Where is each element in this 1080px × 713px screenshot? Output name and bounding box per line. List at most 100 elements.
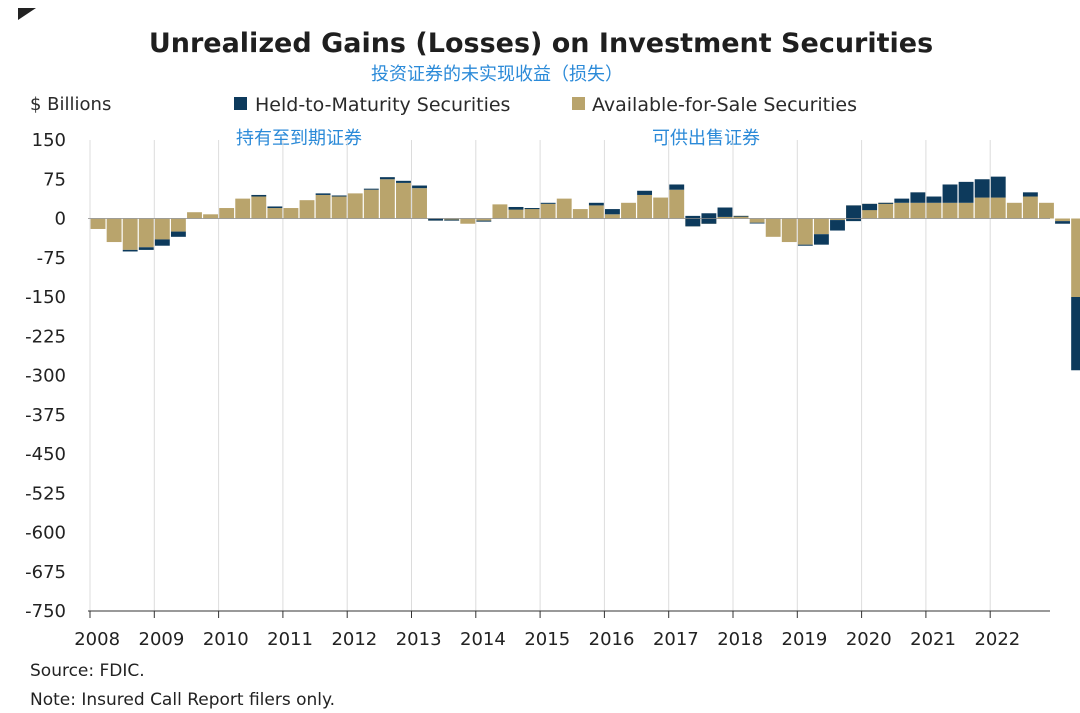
bars — [90, 176, 1080, 371]
bar-afs — [621, 202, 636, 219]
bar-htm — [717, 207, 733, 217]
bar-htm — [154, 239, 170, 246]
bar-htm — [267, 206, 283, 209]
x-tick-label: 2014 — [460, 629, 506, 650]
footnote: Note: Insured Call Report filers only. — [30, 690, 335, 710]
x-tick-label: 2008 — [74, 629, 120, 650]
bar-htm — [974, 179, 990, 198]
bar-afs — [653, 197, 669, 219]
bar-afs — [170, 218, 186, 232]
y-tick-label: -225 — [25, 326, 66, 347]
bar-htm — [846, 205, 861, 222]
y-tick-label: -750 — [25, 601, 66, 622]
bar-afs — [733, 215, 749, 219]
bar-htm — [396, 180, 411, 183]
bar-afs — [990, 197, 1006, 219]
bar-afs — [1071, 218, 1080, 297]
bar-afs — [1039, 202, 1054, 219]
bar-htm — [379, 177, 395, 180]
x-tick-label: 2019 — [782, 629, 828, 650]
bar-htm — [813, 234, 829, 245]
bar-htm — [428, 218, 444, 221]
x-tick-label: 2021 — [910, 629, 956, 650]
bar-htm — [1055, 221, 1070, 224]
x-tick-label: 2010 — [203, 629, 249, 650]
y-tick-label: -525 — [25, 483, 66, 504]
bar-afs — [540, 203, 556, 219]
bar-htm — [251, 194, 267, 197]
bar-afs — [203, 214, 218, 219]
bar-htm — [990, 176, 1006, 198]
bar-afs — [138, 218, 154, 248]
legend-label-htm: Held-to-Maturity Securities — [255, 94, 510, 116]
bar-afs — [605, 214, 620, 219]
bar-afs — [347, 193, 363, 219]
bar-afs — [588, 205, 604, 219]
bar-afs — [235, 198, 251, 219]
bar-afs — [154, 218, 170, 240]
x-axis-ticks: 2008 2009 2010 2011 2012 2013 2014 2015 2016 2017… — [74, 611, 1020, 650]
bar-afs — [637, 194, 653, 219]
bar-htm — [412, 185, 427, 189]
bar-htm — [926, 196, 942, 203]
bar-htm — [797, 244, 813, 246]
x-tick-label: 2022 — [974, 629, 1020, 650]
x-tick-label: 2016 — [589, 629, 635, 650]
y-tick-label: -600 — [25, 523, 66, 544]
bar-afs — [299, 200, 315, 219]
bar-htm — [138, 247, 154, 250]
bar-afs — [813, 218, 829, 235]
bar-afs — [460, 218, 476, 224]
bar-afs — [958, 202, 974, 219]
bar-afs — [251, 196, 267, 219]
bar-afs — [363, 189, 379, 219]
bar-afs — [396, 182, 411, 219]
legend: Held-to-Maturity Securities Available-fo… — [234, 94, 857, 149]
source-note: Source: FDIC. — [30, 661, 145, 681]
bar-htm — [685, 215, 701, 227]
bar-htm — [508, 206, 524, 210]
chart-title: Unrealized Gains (Losses) on Investment … — [149, 28, 933, 59]
legend-swatch-afs — [572, 97, 585, 110]
x-tick-label: 2017 — [653, 629, 699, 650]
bar-htm — [363, 188, 379, 190]
bar-htm — [331, 195, 347, 197]
bar-htm — [830, 220, 845, 231]
x-tick-label: 2012 — [331, 629, 377, 650]
bar-htm — [1022, 192, 1038, 197]
y-tick-label: -675 — [25, 562, 66, 583]
x-tick-label: 2011 — [267, 629, 313, 650]
bar-afs — [830, 218, 845, 221]
y-tick-label: -75 — [37, 248, 66, 269]
bar-afs — [331, 196, 347, 219]
x-tick-label: 2015 — [524, 629, 570, 650]
bar-afs — [379, 179, 395, 219]
bar-htm — [862, 203, 878, 211]
bar-afs — [894, 202, 910, 219]
bar-htm — [1071, 297, 1080, 371]
bar-htm — [588, 202, 604, 206]
bar-afs — [90, 218, 106, 229]
bar-afs — [572, 209, 588, 219]
y-tick-label: -375 — [25, 405, 66, 426]
bar-afs — [492, 204, 508, 219]
bar-htm — [605, 209, 620, 215]
x-tick-label: 2018 — [717, 629, 763, 650]
y-tick-label: 75 — [43, 169, 66, 190]
y-axis-ticks: 150 75 0 -75 -150 -225 -300 -375 -450 -525 -600 -67… — [25, 130, 66, 622]
bar-afs — [1055, 218, 1070, 222]
bar-htm — [733, 215, 749, 217]
bar-htm — [122, 249, 138, 252]
bar-htm — [524, 208, 540, 210]
corner-mark — [18, 8, 36, 20]
bar-afs — [267, 208, 283, 219]
bar-afs — [508, 206, 524, 219]
bar-afs — [412, 188, 427, 219]
bar-afs — [878, 202, 894, 219]
bar-afs — [476, 218, 492, 221]
y-axis-unit-label: $ Billions — [30, 94, 111, 115]
bar-afs — [283, 208, 299, 219]
x-tick-label: 2020 — [846, 629, 892, 650]
bar-afs — [974, 197, 990, 219]
